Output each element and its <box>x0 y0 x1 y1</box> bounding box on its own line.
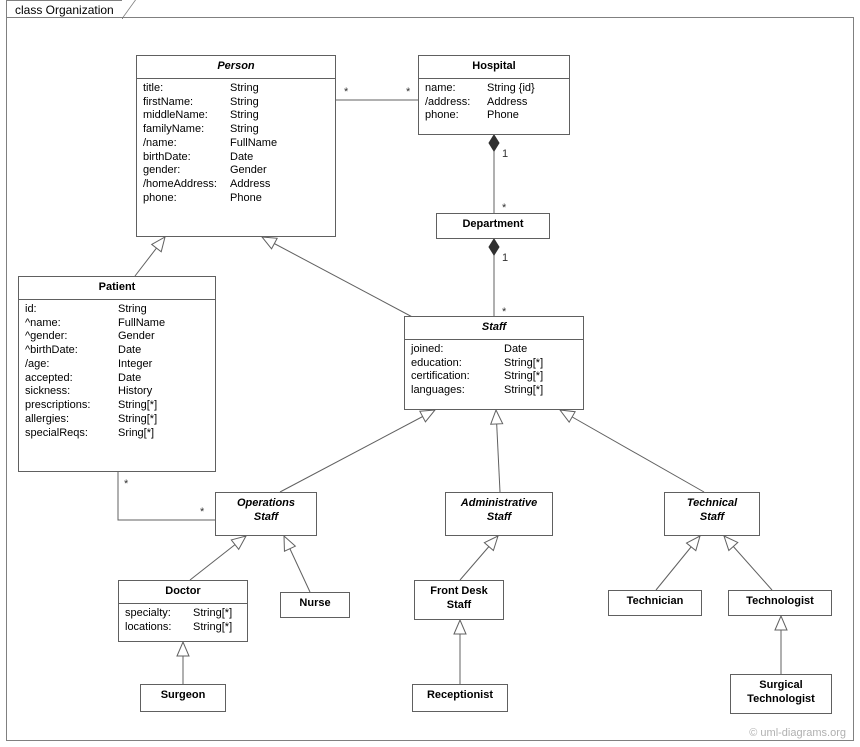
class-surgeon: Surgeon <box>140 684 226 712</box>
multiplicity: * <box>124 478 128 490</box>
class-title: SurgicalTechnologist <box>731 675 831 711</box>
attribute-row: specialReqs:Sring[*] <box>25 427 209 441</box>
class-frontdesk: Front DeskStaff <box>414 580 504 620</box>
diagram-canvas: class Organization Persontitle:Stringfir… <box>0 0 860 747</box>
class-patient: Patientid:String^name:FullName^gender:Ge… <box>18 276 216 472</box>
class-tech: TechnicalStaff <box>664 492 760 536</box>
multiplicity: * <box>344 86 348 98</box>
class-title: Nurse <box>281 593 349 615</box>
attribute-row: title:String <box>143 82 329 96</box>
class-attributes: joined:Dateeducation:String[*]certificat… <box>405 340 583 402</box>
class-title: Patient <box>19 277 215 300</box>
multiplicity: * <box>200 506 204 518</box>
attribute-row: phone:Phone <box>143 192 329 206</box>
class-title: Technician <box>609 591 701 613</box>
attribute-row: name:String {id} <box>425 82 563 96</box>
class-staff: Staffjoined:Dateeducation:String[*]certi… <box>404 316 584 410</box>
attribute-row: sickness:History <box>25 385 209 399</box>
class-title: OperationsStaff <box>216 493 316 529</box>
class-title: Department <box>437 214 549 236</box>
attribute-row: accepted:Date <box>25 372 209 386</box>
class-title: Hospital <box>419 56 569 79</box>
multiplicity: * <box>406 86 410 98</box>
class-surgtech: SurgicalTechnologist <box>730 674 832 714</box>
class-attributes: id:String^name:FullName^gender:Gender^bi… <box>19 300 215 445</box>
attribute-row: /address:Address <box>425 96 563 110</box>
attribute-row: locations:String[*] <box>125 621 241 635</box>
class-person: Persontitle:StringfirstName:Stringmiddle… <box>136 55 336 237</box>
watermark: © uml-diagrams.org <box>749 727 846 739</box>
class-admin: AdministrativeStaff <box>445 492 553 536</box>
attribute-row: middleName:String <box>143 109 329 123</box>
class-title: TechnicalStaff <box>665 493 759 529</box>
attribute-row: certification:String[*] <box>411 370 577 384</box>
class-hospital: Hospitalname:String {id}/address:Address… <box>418 55 570 135</box>
multiplicity: 1 <box>502 148 508 160</box>
class-title: Technologist <box>729 591 831 613</box>
class-doctor: Doctorspecialty:String[*]locations:Strin… <box>118 580 248 642</box>
attribute-row: /homeAddress:Address <box>143 178 329 192</box>
class-title: Staff <box>405 317 583 340</box>
attribute-row: ^gender:Gender <box>25 330 209 344</box>
attribute-row: joined:Date <box>411 343 577 357</box>
attribute-row: education:String[*] <box>411 357 577 371</box>
class-title: Receptionist <box>413 685 507 707</box>
class-technician: Technician <box>608 590 702 616</box>
class-attributes: specialty:String[*]locations:String[*] <box>119 604 247 639</box>
attribute-row: ^birthDate:Date <box>25 344 209 358</box>
class-title: Doctor <box>119 581 247 604</box>
attribute-row: /age:Integer <box>25 358 209 372</box>
class-technologist: Technologist <box>728 590 832 616</box>
multiplicity: 1 <box>502 252 508 264</box>
class-ops: OperationsStaff <box>215 492 317 536</box>
class-title: Surgeon <box>141 685 225 707</box>
attribute-row: languages:String[*] <box>411 384 577 398</box>
class-title: Person <box>137 56 335 79</box>
attribute-row: allergies:String[*] <box>25 413 209 427</box>
class-title: AdministrativeStaff <box>446 493 552 529</box>
attribute-row: /name:FullName <box>143 137 329 151</box>
class-nurse: Nurse <box>280 592 350 618</box>
attribute-row: ^name:FullName <box>25 317 209 331</box>
attribute-row: birthDate:Date <box>143 151 329 165</box>
class-attributes: name:String {id}/address:Addressphone:Ph… <box>419 79 569 127</box>
class-attributes: title:StringfirstName:StringmiddleName:S… <box>137 79 335 210</box>
attribute-row: firstName:String <box>143 96 329 110</box>
class-title: Front DeskStaff <box>415 581 503 617</box>
class-receptionist: Receptionist <box>412 684 508 712</box>
multiplicity: * <box>502 306 506 318</box>
attribute-row: gender:Gender <box>143 164 329 178</box>
multiplicity: * <box>502 202 506 214</box>
attribute-row: phone:Phone <box>425 109 563 123</box>
attribute-row: specialty:String[*] <box>125 607 241 621</box>
class-department: Department <box>436 213 550 239</box>
attribute-row: prescriptions:String[*] <box>25 399 209 413</box>
attribute-row: id:String <box>25 303 209 317</box>
attribute-row: familyName:String <box>143 123 329 137</box>
